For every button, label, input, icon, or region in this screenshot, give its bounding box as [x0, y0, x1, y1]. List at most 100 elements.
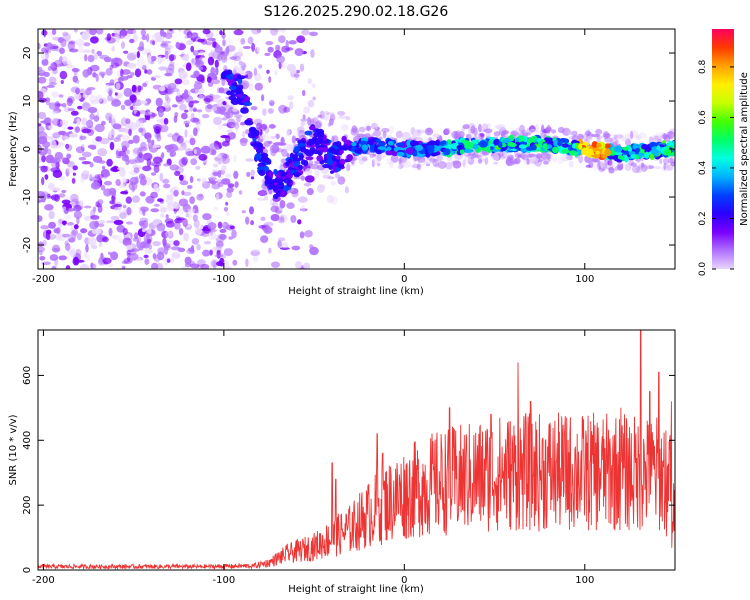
spectrogram-blob [368, 138, 374, 146]
spectrogram-blob [213, 246, 223, 251]
spectrogram-blob [255, 148, 264, 154]
spectrogram-blob [652, 149, 660, 157]
spectrogram-blob [444, 127, 450, 135]
spectrogram-blob [312, 149, 321, 155]
spectrogram-blob [90, 36, 99, 44]
spectrogram-blob [209, 229, 214, 236]
spectrogram-blob [232, 107, 238, 113]
spectrogram-blob [79, 263, 90, 269]
spectrogram-blob [608, 167, 615, 174]
spectrogram-blob [117, 134, 123, 138]
spectrogram-blob [322, 176, 329, 180]
spectrogram-blob [103, 188, 113, 197]
spectrogram-blob [303, 182, 312, 187]
spectrogram-blob [301, 29, 310, 36]
spectrogram-xtick-label: 0 [401, 274, 407, 285]
spectrogram-blob [357, 156, 364, 162]
spectrogram-blob [237, 62, 245, 67]
spectrogram-blob [195, 118, 201, 125]
spectrogram-blob [234, 51, 243, 58]
spectrogram-blob [670, 161, 675, 167]
spectrogram-blob [211, 149, 217, 156]
spectrogram-blob [79, 134, 83, 142]
spectrogram-blob [81, 128, 92, 134]
spectrogram-blob [319, 184, 327, 189]
spectrogram-blob [312, 96, 316, 101]
spectrogram-blob [80, 175, 85, 184]
spectrogram-blob [670, 161, 675, 167]
spectrogram-blob [215, 67, 219, 76]
spectrogram-blob [309, 31, 318, 37]
spectrogram-blob [89, 174, 93, 182]
spectrogram-blob [38, 123, 42, 127]
spectrogram-blob [192, 107, 197, 112]
spectrogram-blob [108, 116, 112, 124]
spectrogram-blob [150, 172, 157, 176]
spectrogram-blob [125, 244, 133, 251]
spectrogram-blob [209, 249, 213, 256]
spectrogram-blob [412, 150, 418, 157]
spectrogram-blob [222, 221, 229, 230]
spectrogram-blob [274, 210, 282, 214]
spectrogram-blob [552, 156, 558, 163]
spectrogram-ytick-label: 10 [22, 95, 33, 108]
spectrogram-blob [225, 173, 232, 178]
spectrogram-blob [108, 89, 113, 97]
spectrogram-blob [118, 182, 126, 188]
spectrogram-blob [136, 240, 141, 249]
spectrogram-blob [220, 52, 228, 61]
spectrogram-blob [103, 56, 112, 63]
spectrogram-blob [578, 155, 583, 163]
spectrogram-blob [251, 249, 261, 253]
spectrogram-blob [241, 130, 246, 138]
snr-marks [38, 330, 675, 570]
spectrogram-blob [213, 116, 222, 126]
spectrogram-blob [168, 54, 175, 62]
spectrogram-blob [106, 158, 113, 167]
spectrogram-blob [325, 112, 335, 116]
spectrogram-blob [206, 104, 213, 110]
spectrogram-blob [39, 255, 46, 261]
spectrogram-blob [594, 135, 604, 139]
spectrogram-blob [535, 153, 543, 159]
spectrogram-blob [181, 156, 188, 166]
spectrogram-blob [445, 161, 453, 170]
spectrogram-blob [142, 82, 148, 88]
spectrogram-blob [138, 151, 143, 159]
spectrogram-blob [184, 109, 189, 113]
spectrogram-blob [369, 145, 375, 153]
spectrogram-blob [123, 50, 129, 54]
spectrogram-blob [247, 36, 254, 45]
spectrogram-blob [311, 83, 316, 88]
spectrogram-blob [200, 145, 211, 154]
spectrogram-blob [58, 255, 67, 261]
spectrogram-blob [129, 94, 137, 103]
spectrogram-blob [92, 72, 97, 78]
spectrogram-blob [249, 83, 254, 92]
spectrogram-blob [176, 135, 184, 144]
colorbar-tick-label: 0.0 [698, 262, 708, 277]
spectrogram-blob [197, 259, 206, 267]
spectrogram-blob [202, 29, 211, 35]
spectrogram-blob [200, 224, 204, 230]
spectrogram-blob [278, 35, 286, 44]
spectrogram-blob [487, 123, 491, 129]
spectrogram-blob [377, 146, 387, 151]
spectrogram-blob [561, 143, 570, 148]
spectrogram-blob [204, 240, 211, 245]
colorbar-gradient [712, 29, 734, 269]
spectrogram-blob [111, 45, 115, 52]
spectrogram-blob [164, 50, 169, 60]
spectrogram-blob [662, 149, 670, 156]
spectrogram-blob [631, 165, 641, 174]
spectrogram-blob [262, 108, 267, 116]
spectrogram-blob [275, 178, 284, 183]
spectrogram-blob [136, 58, 146, 68]
spectrogram-blob [198, 153, 208, 161]
colorbar-ticks: 0.0 0.2 0.4 0.6 0.8 [698, 59, 734, 276]
spectrogram-blob [221, 178, 231, 185]
snr-xtick-label: 0 [401, 575, 407, 586]
spectrogram-blob [58, 193, 66, 198]
spectrogram-blob [38, 130, 41, 136]
spectrogram-blob [213, 75, 218, 80]
